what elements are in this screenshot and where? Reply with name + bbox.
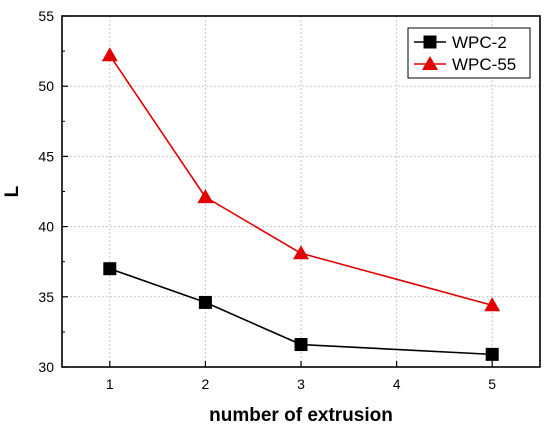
series-line-segment [204, 196, 302, 254]
data-point [485, 347, 499, 361]
series-wpc-55 [101, 47, 501, 312]
x-tick-label: 4 [393, 376, 401, 392]
y-tick-label: 35 [38, 289, 54, 305]
legend-marker [423, 35, 437, 49]
data-point [197, 189, 214, 204]
series-line-segment [205, 301, 302, 346]
x-tick-label: 1 [106, 376, 114, 392]
data-point [198, 295, 212, 309]
legend: WPC-2 WPC-55 [407, 27, 531, 79]
legend-items: WPC-2 WPC-55 [414, 33, 516, 74]
legend-item: WPC-55 [414, 55, 516, 74]
series-line-segment [109, 54, 207, 198]
series-line-segment [109, 267, 206, 304]
y-tick-label: 40 [38, 219, 54, 235]
data-point [293, 245, 309, 260]
legend-label: WPC-55 [452, 55, 516, 74]
data-point [101, 47, 118, 62]
y-tick-label: 30 [38, 359, 54, 375]
y-tick-label: 45 [38, 148, 54, 164]
y-tick-label: 50 [38, 78, 54, 94]
legend-marker [422, 56, 438, 70]
series-line-segment [300, 343, 493, 356]
series-wpc-2 [103, 262, 499, 361]
x-tick-label: 5 [488, 376, 496, 392]
data-point [294, 338, 308, 352]
data-point [103, 262, 117, 276]
y-axis-title: L [2, 185, 23, 197]
x-axis-title: number of extrusion [209, 405, 393, 426]
series-group [101, 47, 501, 361]
series-line-segment [300, 252, 493, 306]
legend-item: WPC-2 [414, 33, 507, 52]
legend-label: WPC-2 [452, 33, 507, 52]
x-tick-label: 3 [297, 376, 305, 392]
x-tick-label: 2 [202, 376, 210, 392]
y-tick-label: 55 [38, 8, 54, 24]
data-point [484, 297, 501, 312]
